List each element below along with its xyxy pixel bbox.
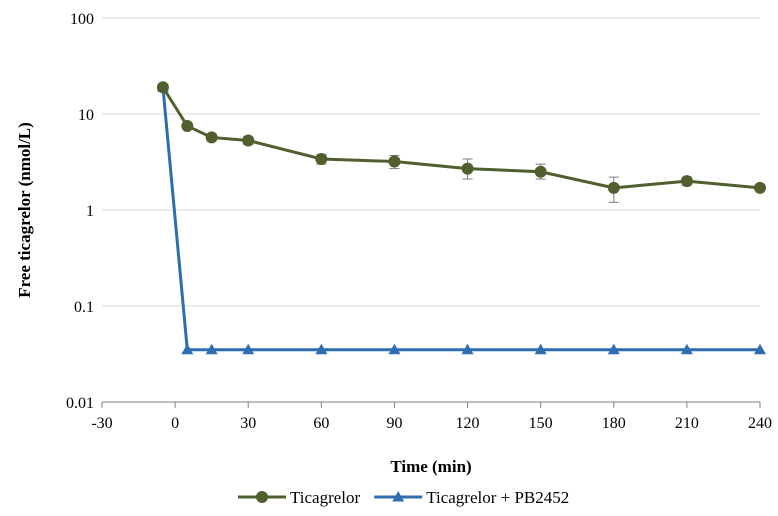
data-point (388, 343, 401, 355)
y-tick-label: 1 (86, 203, 94, 220)
x-tick-labels: -30 0 30 60 90 120 150 180 210 240 (91, 402, 772, 432)
data-point (315, 152, 328, 165)
y-tick-label: 0.1 (74, 299, 94, 316)
data-point (534, 343, 547, 355)
data-point (388, 155, 401, 168)
x-tick-label: 180 (602, 415, 626, 432)
data-point (205, 343, 218, 355)
data-point (534, 165, 547, 178)
y-axis-title: Free ticagrelor (nmol/L) (15, 122, 34, 298)
legend-label: Ticagrelor (290, 488, 361, 507)
x-tick-label: 150 (529, 415, 553, 432)
data-point (754, 343, 766, 355)
series-ticagrelor-pb2452 (156, 81, 766, 355)
y-tick-label: 0.01 (66, 395, 94, 412)
x-tick-label: 60 (313, 415, 329, 432)
data-point (242, 343, 255, 355)
data-point (680, 175, 693, 188)
data-point (242, 134, 255, 147)
legend-item-ticagrelor-pb2452: Ticagrelor + PB2452 (374, 488, 569, 507)
x-tick-label: 240 (748, 415, 772, 432)
data-point (607, 343, 620, 355)
legend: Ticagrelor Ticagrelor + PB2452 (238, 488, 569, 507)
data-point (680, 343, 693, 355)
x-tick-label: -30 (91, 415, 112, 432)
y-tick-label: 10 (78, 107, 94, 124)
series-ticagrelor (156, 81, 766, 203)
data-point (315, 343, 328, 355)
grid-lines (102, 17, 760, 307)
data-point (181, 343, 194, 355)
data-point (607, 181, 620, 194)
legend-label: Ticagrelor + PB2452 (426, 488, 569, 507)
x-tick-label: 120 (456, 415, 480, 432)
data-point (461, 343, 474, 355)
x-tick-label: 90 (386, 415, 402, 432)
x-tick-label: 210 (675, 415, 699, 432)
legend-marker (392, 491, 405, 502)
data-point (461, 162, 474, 175)
legend-marker (256, 491, 268, 503)
x-axis-title: Time (min) (390, 457, 471, 476)
data-point (181, 119, 194, 132)
x-tick-label: 0 (171, 415, 179, 432)
legend-item-ticagrelor: Ticagrelor (238, 488, 361, 507)
x-tick-label: 30 (240, 415, 256, 432)
y-tick-label: 100 (70, 11, 94, 28)
y-tick-labels: 0.01 0.1 1 10 100 (66, 11, 94, 412)
series-layer (156, 81, 766, 355)
data-point (754, 181, 766, 194)
series-line (161, 87, 760, 352)
data-point (205, 131, 218, 144)
data-point (156, 81, 169, 94)
